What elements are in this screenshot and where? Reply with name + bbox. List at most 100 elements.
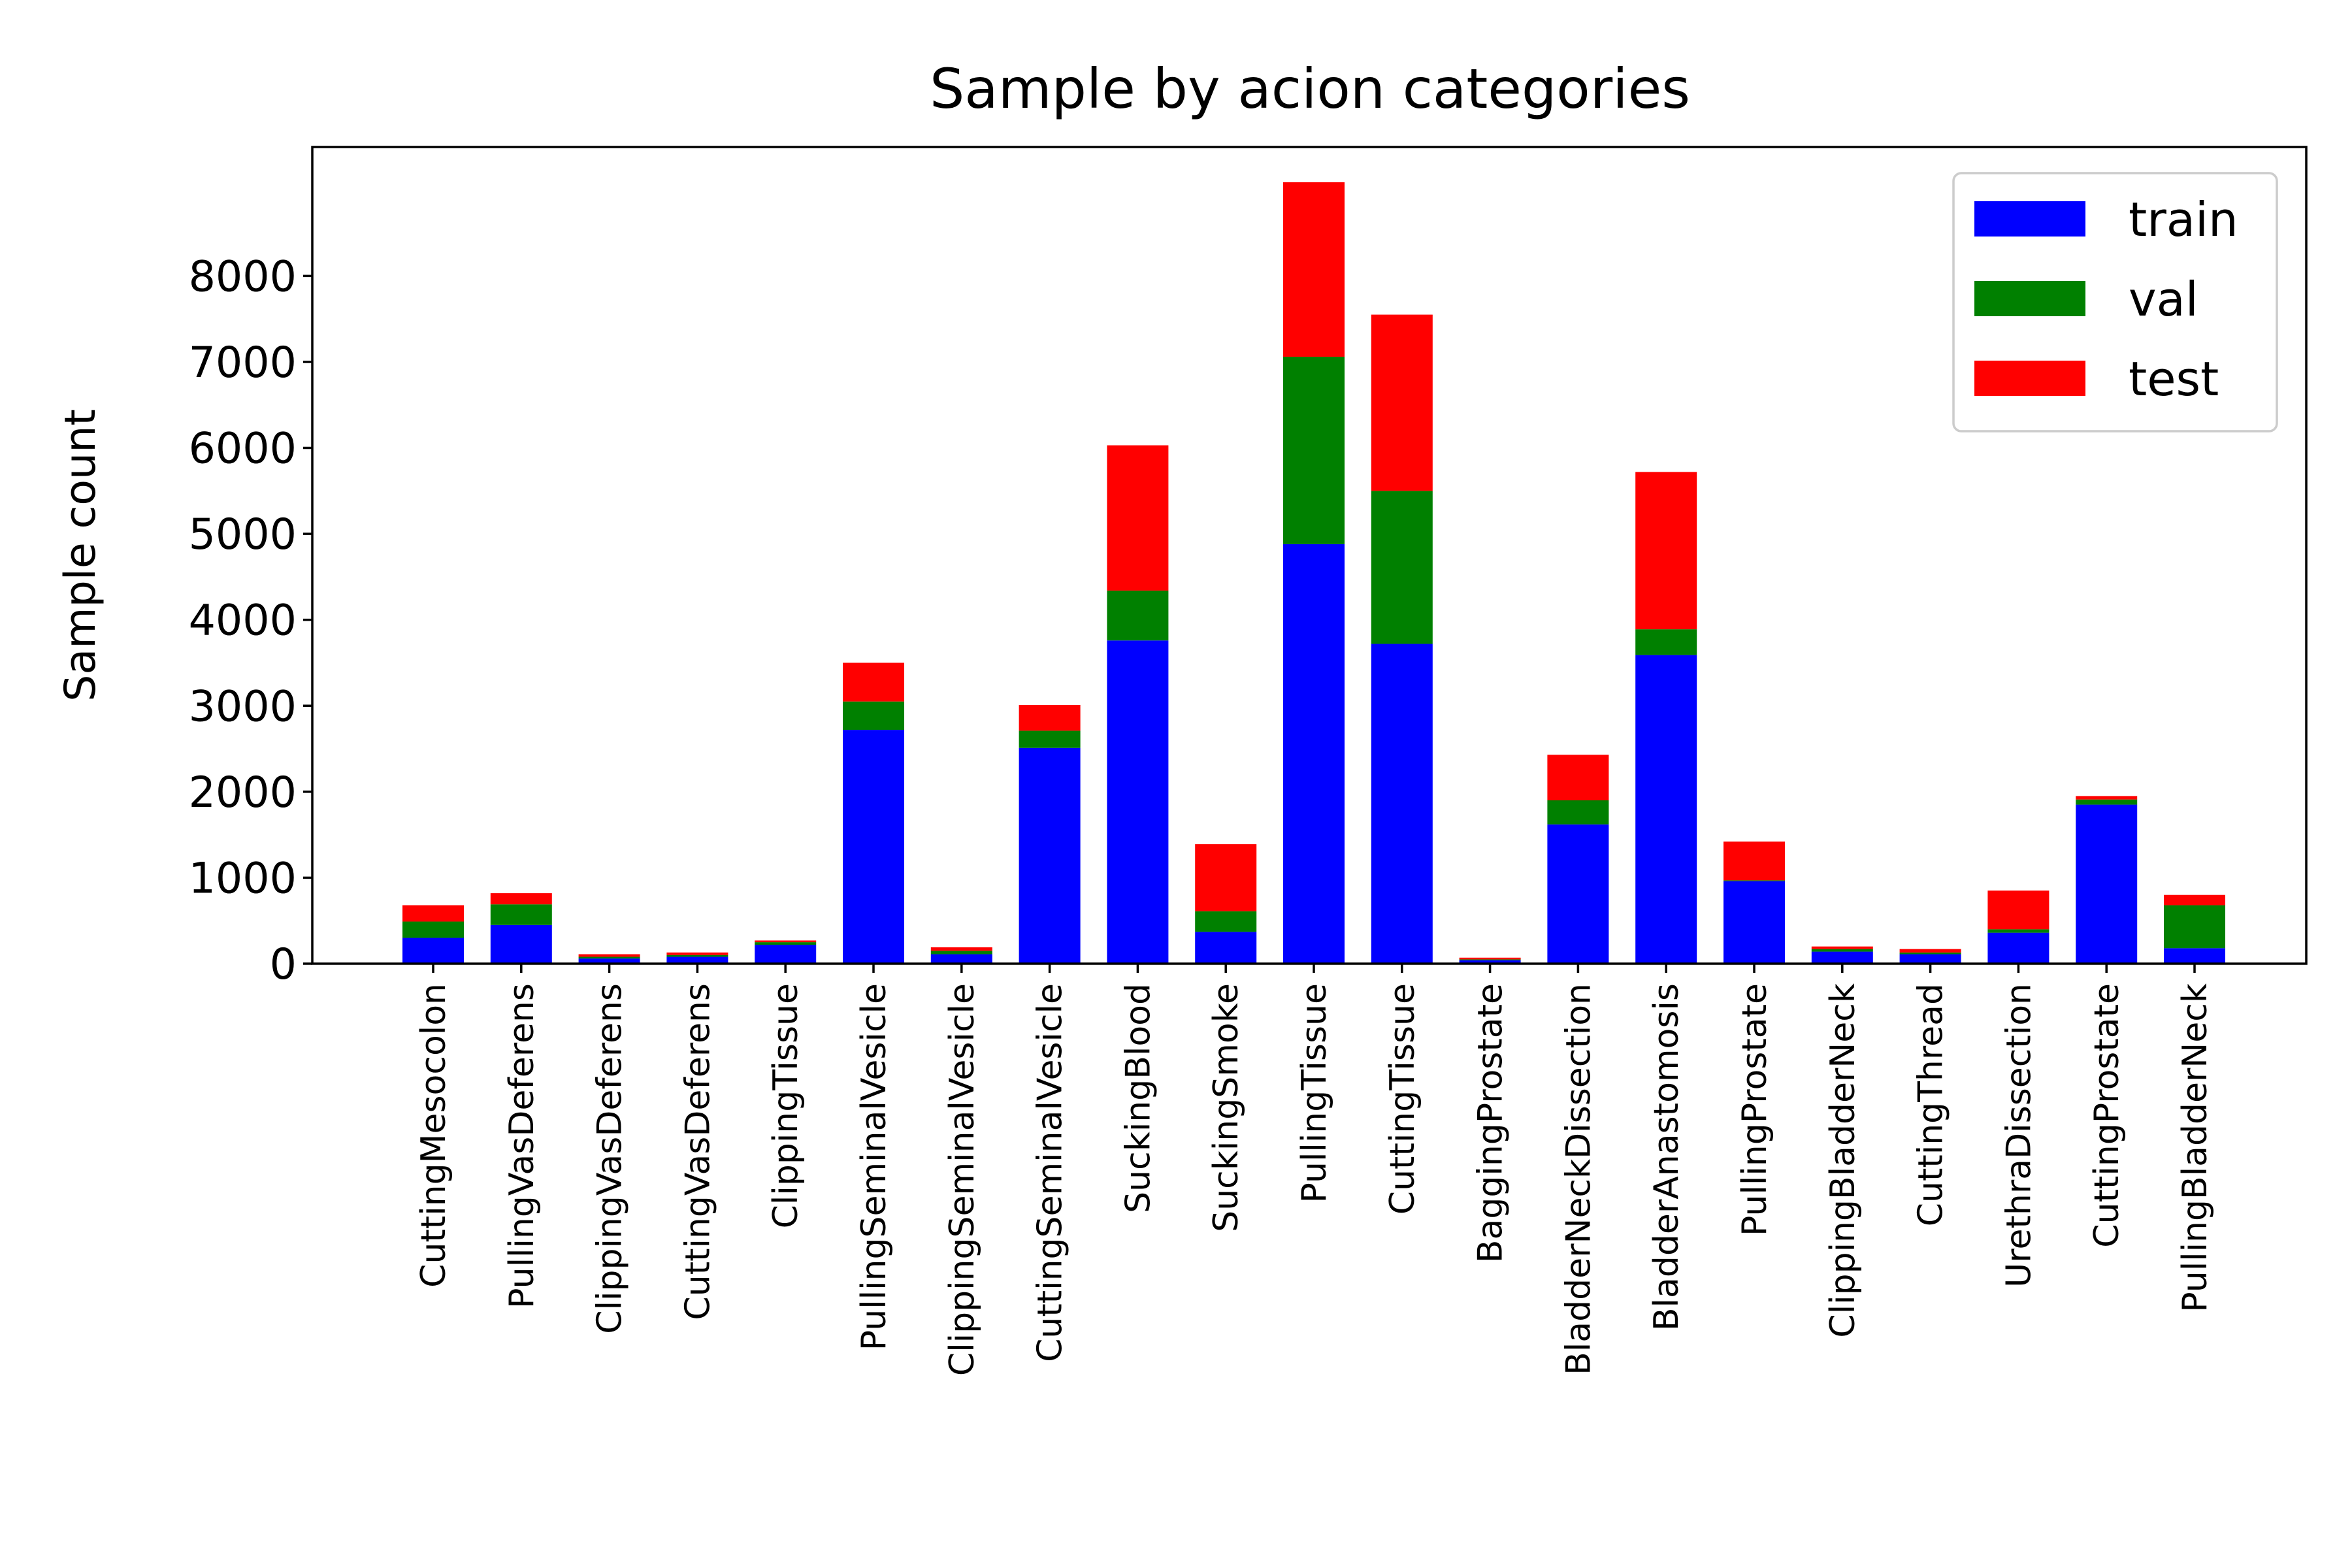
bar-train-CuttingMesocolon (402, 938, 464, 964)
x-tick-label-BaggingProstate: BaggingProstate (1471, 983, 1511, 1263)
bar-test-BaggingProstate (1459, 957, 1521, 960)
bar-train-PullingBladderNeck (2164, 948, 2225, 964)
x-tick-label-ClippingVasDeferens: ClippingVasDeferens (591, 983, 630, 1334)
bar-train-PullingProstate (1723, 881, 1785, 964)
y-tick-label: 6000 (189, 425, 297, 474)
bar-val-UrethraDissection (1987, 929, 2050, 933)
bar-train-CuttingProstate (2076, 804, 2138, 964)
x-tick-label-ClippingTissue: ClippingTissue (766, 983, 806, 1228)
bar-val-PullingSeminalVesicle (843, 701, 904, 730)
bar-test-PullingTissue (1283, 182, 1345, 357)
bar-val-PullingTissue (1283, 357, 1345, 544)
bar-val-BladderNeckDissection (1547, 800, 1609, 825)
bar-test-PullingVasDeferens (490, 893, 552, 905)
bar-train-BaggingProstate (1459, 960, 1521, 964)
bar-val-CuttingProstate (2076, 799, 2138, 805)
bar-train-BladderAnastomosis (1635, 655, 1697, 964)
legend-label-train: train (2129, 192, 2238, 247)
x-tick-label-CuttingThread: CuttingThread (1912, 983, 1951, 1226)
x-tick-label-CuttingSeminalVesicle: CuttingSeminalVesicle (1031, 983, 1070, 1362)
x-tick-label-PullingTissue: PullingTissue (1295, 983, 1334, 1203)
bar-train-ClippingTissue (755, 945, 817, 964)
legend-label-val: val (2129, 272, 2198, 327)
bar-train-CuttingTissue (1371, 644, 1433, 964)
bar-val-SuckingSmoke (1195, 911, 1257, 932)
bars-group (402, 182, 2225, 964)
bar-val-BaggingProstate (1459, 959, 1521, 960)
bar-val-PullingVasDeferens (490, 904, 552, 925)
bar-test-CuttingProstate (2076, 796, 2138, 800)
bar-train-PullingTissue (1283, 544, 1345, 964)
bar-test-CuttingSeminalVesicle (1019, 704, 1081, 731)
bar-train-PullingVasDeferens (490, 924, 552, 964)
x-tick-label-ClippingSeminalVesicle: ClippingSeminalVesicle (943, 983, 982, 1376)
bar-test-ClippingBladderNeck (1811, 946, 1873, 949)
y-tick-label: 0 (270, 940, 297, 989)
chart-title: Sample by acion categories (930, 57, 1690, 121)
bar-val-ClippingVasDeferens (578, 956, 640, 959)
bar-test-ClippingSeminalVesicle (930, 947, 992, 951)
x-tick-label-CuttingTissue: CuttingTissue (1383, 983, 1422, 1215)
bar-val-SuckingBlood (1107, 590, 1169, 641)
bar-train-ClippingSeminalVesicle (930, 954, 992, 964)
bar-test-PullingBladderNeck (2164, 894, 2225, 906)
bar-test-CuttingVasDeferens (666, 952, 728, 955)
bar-test-ClippingTissue (755, 940, 817, 943)
legend-swatch-test (1974, 361, 2085, 396)
x-tick-label-CuttingMesocolon: CuttingMesocolon (414, 983, 453, 1288)
bar-test-CuttingThread (1899, 949, 1961, 953)
bar-val-ClippingBladderNeck (1811, 949, 1873, 952)
bar-test-SuckingBlood (1107, 445, 1169, 591)
x-tick-label-SuckingBlood: SuckingBlood (1119, 983, 1158, 1213)
x-tick-label-BladderAnastomosis: BladderAnastomosis (1647, 983, 1686, 1331)
bar-test-BladderNeckDissection (1547, 755, 1609, 800)
bar-train-ClippingVasDeferens (578, 958, 640, 964)
bar-train-CuttingThread (1899, 954, 1961, 964)
bar-test-ClippingVasDeferens (578, 954, 640, 957)
bar-val-CuttingThread (1899, 952, 1961, 955)
bar-test-UrethraDissection (1987, 890, 2050, 930)
bar-val-CuttingMesocolon (402, 921, 464, 938)
legend-swatch-val (1974, 281, 2085, 316)
x-tick-label-SuckingSmoke: SuckingSmoke (1207, 983, 1246, 1232)
bar-val-CuttingSeminalVesicle (1019, 730, 1081, 748)
x-tick-label-PullingVasDeferens: PullingVasDeferens (502, 983, 542, 1309)
y-tick-label: 7000 (189, 338, 297, 387)
bar-train-SuckingBlood (1107, 640, 1169, 964)
x-tick-label-CuttingProstate: CuttingProstate (2087, 983, 2127, 1248)
bar-test-BladderAnastomosis (1635, 472, 1697, 630)
legend-label-test: test (2129, 351, 2219, 406)
bar-test-PullingProstate (1723, 841, 1785, 881)
y-tick-label: 5000 (189, 510, 297, 559)
bar-test-CuttingMesocolon (402, 905, 464, 922)
x-tick-label-CuttingVasDeferens: CuttingVasDeferens (678, 983, 717, 1320)
bar-test-PullingSeminalVesicle (843, 662, 904, 702)
y-axis: 0 1000 2000 3000 4000 5000 6000 7000 8000 (189, 252, 312, 989)
legend: train val test (1952, 172, 2278, 433)
y-tick-label: 1000 (189, 854, 297, 903)
bar-val-CuttingVasDeferens (666, 955, 728, 957)
x-tick-label-PullingSeminalVesicle: PullingSeminalVesicle (855, 983, 894, 1350)
bar-train-CuttingVasDeferens (666, 956, 728, 964)
bar-val-ClippingSeminalVesicle (930, 951, 992, 955)
x-tick-label-UrethraDissection: UrethraDissection (1999, 983, 2038, 1288)
bar-test-SuckingSmoke (1195, 844, 1257, 911)
x-tick-label-PullingProstate: PullingProstate (1735, 983, 1774, 1236)
bar-train-UrethraDissection (1987, 932, 2050, 964)
bar-train-SuckingSmoke (1195, 932, 1257, 964)
bar-train-CuttingSeminalVesicle (1019, 747, 1081, 964)
y-tick-label: 4000 (189, 596, 297, 645)
x-tick-label-PullingBladderNeck: PullingBladderNeck (2176, 983, 2215, 1313)
bar-val-PullingProstate (1723, 880, 1785, 881)
x-tick-label-BladderNeckDissection: BladderNeckDissection (1559, 983, 1598, 1375)
bar-val-PullingBladderNeck (2164, 905, 2225, 949)
bar-val-ClippingTissue (755, 942, 817, 945)
bar-val-CuttingTissue (1371, 491, 1433, 644)
bar-train-BladderNeckDissection (1547, 824, 1609, 964)
y-tick-label: 8000 (189, 252, 297, 301)
x-tick-label-ClippingBladderNeck: ClippingBladderNeck (1823, 983, 1863, 1338)
y-tick-label: 2000 (189, 768, 297, 817)
bar-val-BladderAnastomosis (1635, 629, 1697, 655)
bar-test-CuttingTissue (1371, 314, 1433, 491)
